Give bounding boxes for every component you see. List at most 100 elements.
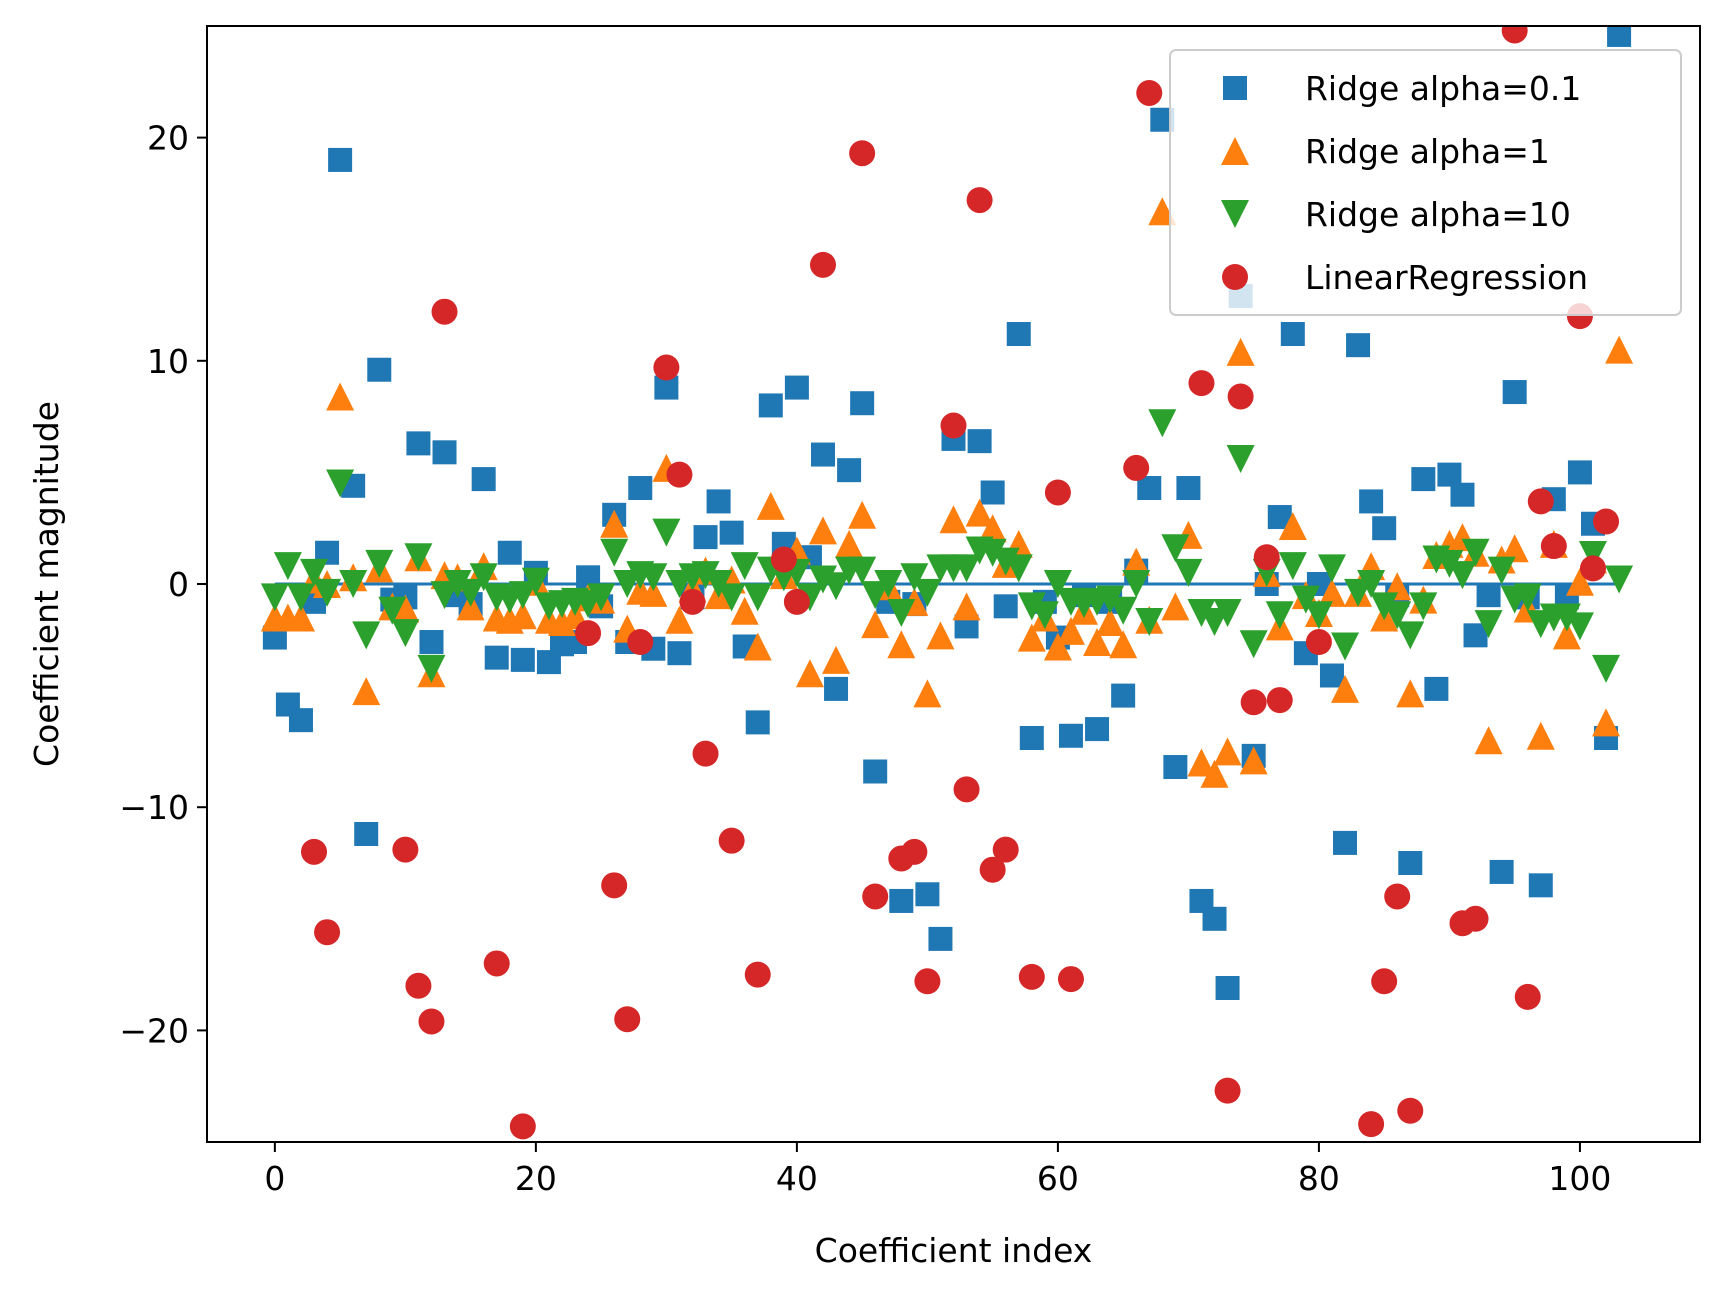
data-point	[667, 641, 692, 666]
data-point	[1057, 966, 1084, 993]
x-tick-label: 20	[515, 1159, 557, 1198]
data-point	[861, 581, 890, 610]
data-point	[1266, 687, 1293, 714]
data-point	[1163, 755, 1188, 780]
data-point	[1409, 592, 1438, 621]
data-point	[627, 629, 654, 656]
data-point	[822, 645, 851, 674]
data-point	[1058, 723, 1083, 748]
data-point	[1370, 592, 1399, 621]
data-point	[601, 872, 628, 899]
data-point	[692, 740, 719, 767]
data-point	[1174, 558, 1203, 587]
data-point	[952, 592, 981, 621]
data-point	[471, 467, 496, 492]
data-point	[979, 856, 1006, 883]
data-point	[286, 603, 315, 632]
data-point	[1331, 632, 1360, 661]
data-point	[1148, 409, 1177, 438]
data-point	[1526, 721, 1555, 750]
data-point	[743, 632, 772, 661]
data-point	[484, 645, 509, 670]
data-point	[419, 630, 444, 655]
data-point	[639, 578, 668, 607]
data-point	[391, 594, 420, 623]
data-point	[693, 525, 718, 550]
data-point	[1018, 963, 1045, 990]
data-point	[301, 838, 328, 865]
data-point	[497, 540, 522, 565]
data-point	[339, 570, 368, 598]
data-point	[756, 491, 785, 520]
data-point	[328, 147, 353, 172]
data-point	[1187, 748, 1216, 777]
data-point	[940, 412, 967, 439]
data-point	[718, 827, 745, 854]
data-point	[978, 538, 1007, 567]
data-point	[1565, 612, 1594, 641]
legend-marker	[1222, 264, 1248, 290]
data-point	[1317, 578, 1346, 607]
data-point	[1411, 467, 1436, 492]
data-point	[706, 489, 731, 514]
data-point	[392, 836, 419, 863]
data-point	[1333, 830, 1358, 855]
data-point	[848, 556, 877, 585]
data-point	[613, 570, 642, 598]
data-point	[1123, 454, 1150, 481]
data-point	[614, 1006, 641, 1033]
data-point	[887, 630, 916, 659]
data-point	[1513, 583, 1542, 612]
data-point	[1567, 460, 1592, 485]
data-point	[1514, 983, 1541, 1010]
x-tick-label: 100	[1548, 1159, 1611, 1198]
data-point	[717, 583, 746, 612]
data-point	[352, 621, 381, 650]
data-point	[1006, 322, 1031, 347]
data-point	[1200, 607, 1229, 636]
data-point	[600, 509, 629, 538]
data-point	[1448, 561, 1477, 590]
data-point	[1096, 585, 1125, 614]
data-point	[521, 567, 550, 596]
data-point	[835, 529, 864, 558]
data-point	[1579, 555, 1606, 582]
data-point	[508, 601, 537, 630]
data-point	[928, 926, 953, 951]
data-point	[837, 458, 862, 483]
data-point	[326, 382, 355, 411]
data-point	[1200, 759, 1229, 788]
data-point	[1565, 567, 1594, 596]
data-layer	[260, 26, 1634, 1140]
data-point	[1226, 337, 1255, 366]
data-point	[1397, 1097, 1424, 1124]
y-tick-label: −20	[119, 1011, 189, 1050]
data-point	[1265, 601, 1294, 630]
legend-marker	[1221, 137, 1249, 165]
data-point	[652, 518, 681, 547]
data-point	[1109, 630, 1138, 659]
data-point	[1187, 599, 1216, 628]
data-point	[1137, 476, 1162, 501]
data-point	[887, 599, 916, 628]
data-point	[810, 442, 835, 467]
data-point	[1540, 533, 1567, 560]
data-point	[913, 578, 942, 607]
data-point	[1357, 570, 1386, 598]
x-axis: 0 20 40 60 80 100	[264, 1142, 1611, 1198]
data-point	[1215, 975, 1240, 1000]
data-point	[874, 570, 903, 598]
data-point	[1135, 607, 1164, 636]
data-point	[1461, 538, 1490, 567]
data-point	[1528, 873, 1553, 898]
data-point	[508, 581, 537, 610]
data-point	[863, 759, 888, 784]
x-tick-label: 40	[776, 1159, 818, 1198]
data-point	[745, 710, 770, 735]
data-point	[260, 583, 289, 612]
x-tick-label: 0	[264, 1159, 285, 1198]
data-point	[1358, 1111, 1385, 1138]
data-point	[326, 469, 355, 498]
data-point	[965, 498, 994, 527]
data-point	[1202, 906, 1227, 931]
